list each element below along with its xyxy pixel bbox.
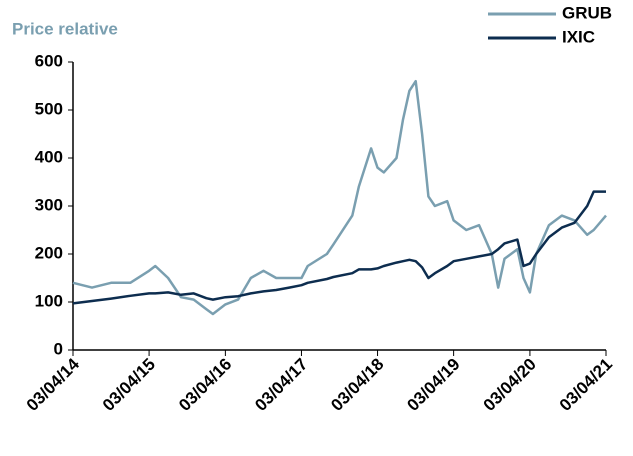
x-tick-label: 03/04/15	[99, 355, 159, 415]
x-tick-label: 03/04/20	[480, 355, 540, 415]
y-tick-label: 0	[54, 339, 63, 358]
y-tick-label: 500	[35, 99, 63, 118]
chart-title: Price relative	[12, 19, 118, 38]
y-tick-label: 200	[35, 243, 63, 262]
legend-label: IXIC	[562, 27, 595, 46]
y-tick-label: 600	[35, 51, 63, 70]
x-tick-label: 03/04/16	[175, 355, 235, 415]
y-tick-label: 400	[35, 147, 63, 166]
y-tick-label: 100	[35, 291, 63, 310]
legend-label: GRUB	[562, 3, 612, 22]
x-tick-label: 03/04/21	[556, 355, 616, 415]
line-series	[72, 190, 606, 305]
x-tick-label: 03/04/19	[403, 355, 463, 415]
x-tick-label: 03/04/17	[251, 355, 311, 415]
y-tick-label: 300	[35, 195, 63, 214]
line-series	[72, 79, 607, 316]
x-tick-label: 03/04/18	[327, 355, 387, 415]
x-tick-label: 03/04/14	[23, 354, 84, 415]
